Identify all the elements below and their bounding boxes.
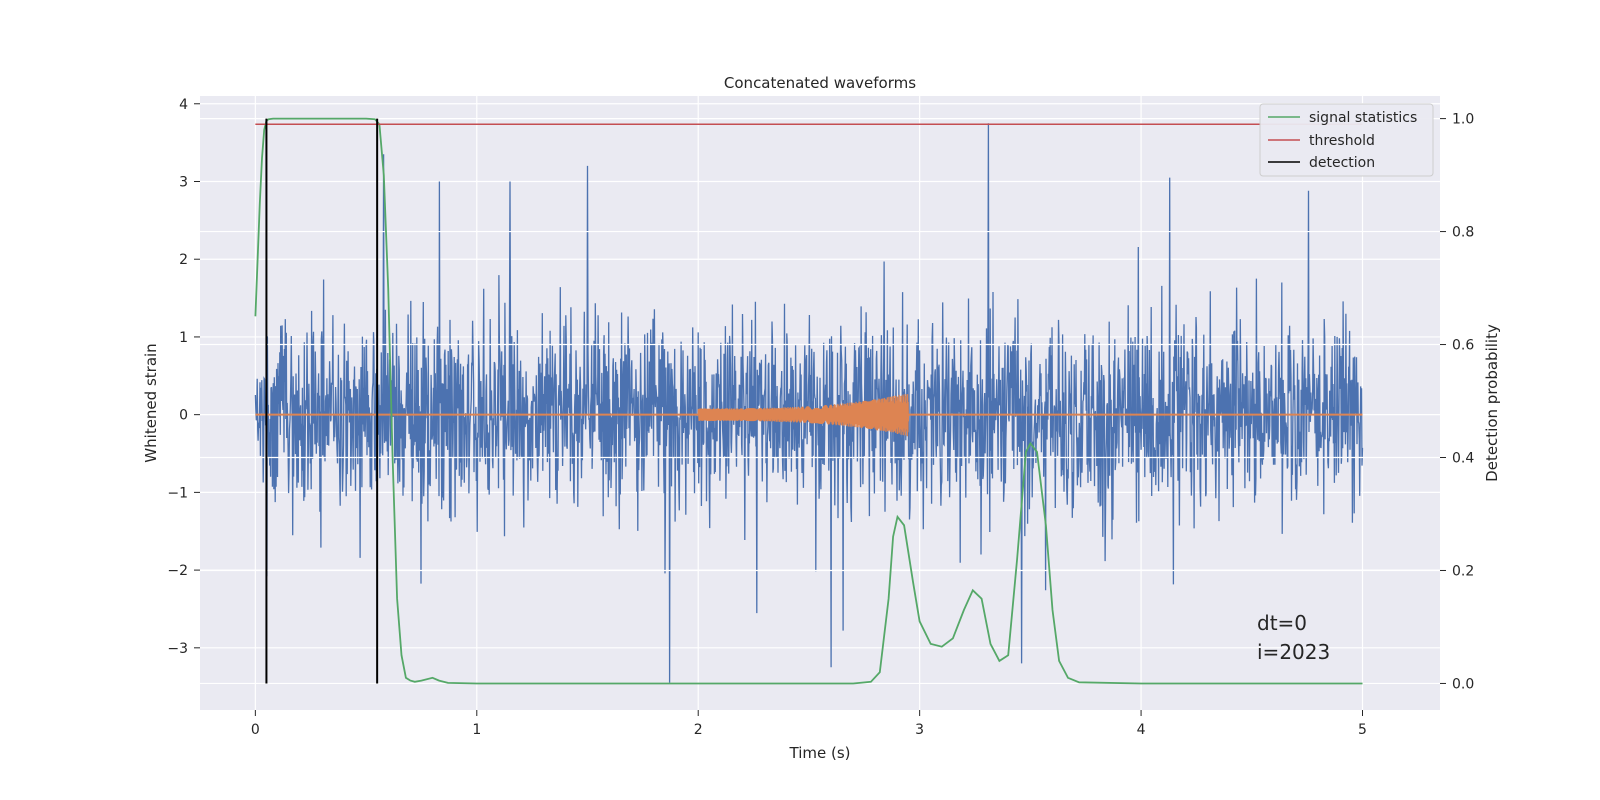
signal-statistics-line [254,117,1363,685]
y-tick-label: 3 [179,174,188,190]
x-tick-label: 3 [915,722,924,738]
series-layer [254,117,1363,685]
y-tick-label: −3 [167,641,188,657]
y2-tick-label: 0.0 [1452,676,1474,692]
legend-label-detection: detection [1309,155,1375,171]
legend-label-signal-statistics: signal statistics [1309,110,1417,126]
right-axis-grid [200,117,1440,685]
x-tick-label: 1 [472,722,481,738]
y2-axis-label: Detection probability [1483,324,1501,482]
y2-tick-label: 0.6 [1452,338,1474,354]
y2-tick-label: 0.4 [1452,451,1474,467]
y-tick-label: 2 [179,252,188,268]
y-tick-label: −1 [167,485,188,501]
chart-title: Concatenated waveforms [724,74,916,92]
legend-label-threshold: threshold [1309,133,1375,149]
x-tick-label: 2 [694,722,703,738]
injected-chirp [697,394,910,437]
y-tick-label: 1 [179,330,188,346]
y-axis-label: Whitened strain [142,343,160,462]
x-tick-label: 0 [251,722,260,738]
x-tick-label: 4 [1137,722,1146,738]
noise-series [254,123,1364,683]
legend-frame [1259,103,1434,177]
y-tick-label: 0 [179,408,188,424]
x-tick-label: 5 [1358,722,1367,738]
annotation-dt: dt=0 [1257,611,1307,635]
ticks: 0 1 2 3 4 5 −3 −2 −1 0 1 2 3 4 0.0 0.2 0.4 0.6 0.8 1.0 [167,97,1474,738]
y-tick-label: −2 [167,563,188,579]
injected-waveform [697,394,910,437]
noise-line [254,123,1364,683]
y-tick-label: 4 [179,97,188,113]
y2-tick-label: 0.8 [1452,225,1474,241]
y2-tick-label: 0.2 [1452,563,1474,579]
legend: signal statistics threshold detection [1259,103,1434,177]
x-axis-label: Time (s) [789,744,851,762]
y2-tick-label: 1.0 [1452,112,1474,128]
annotation-i: i=2023 [1257,640,1330,664]
